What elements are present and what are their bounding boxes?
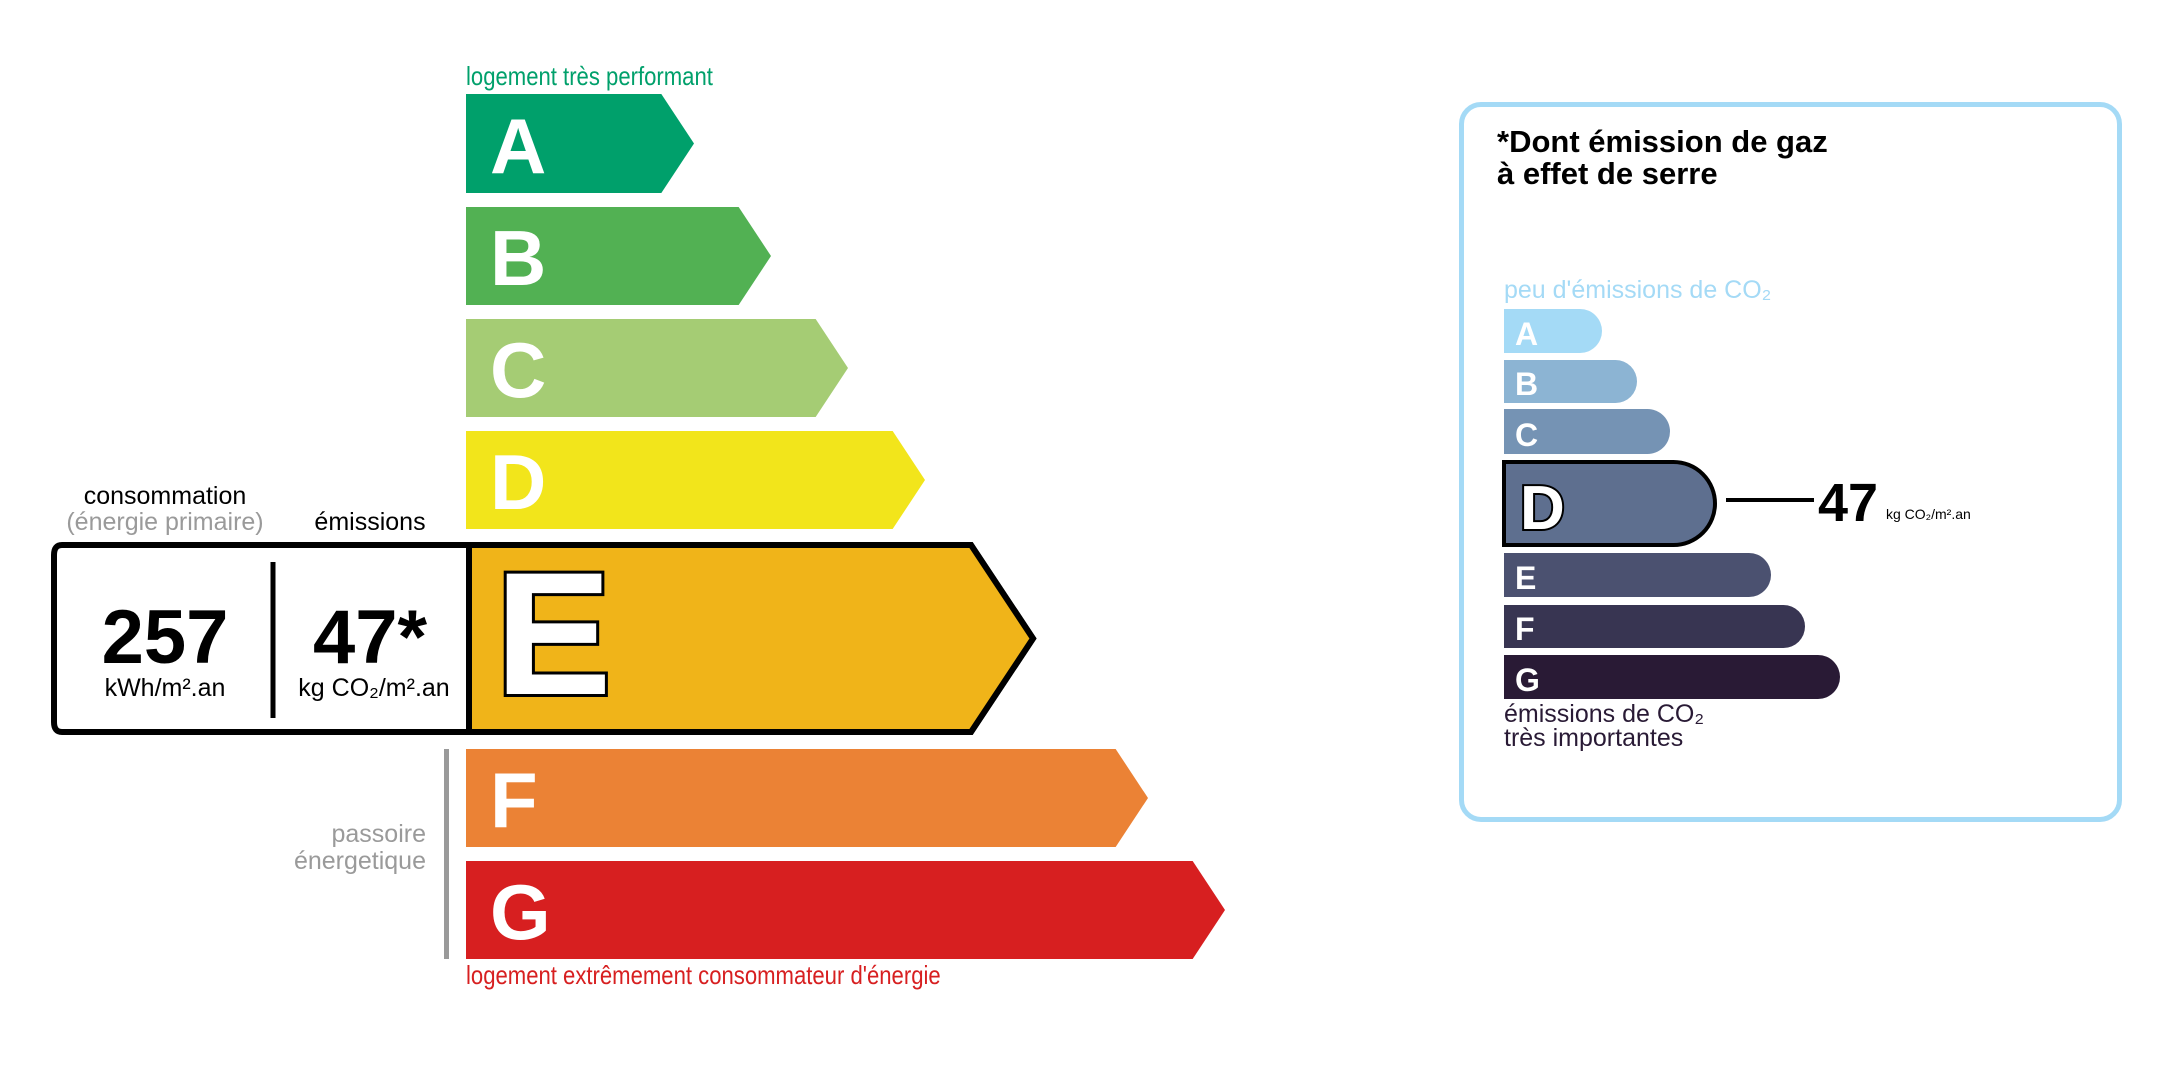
- ges-bar-d: [1502, 460, 1717, 547]
- ges-bottom-label: émissions de CO₂ très importantes: [1504, 700, 1705, 752]
- energy-class-letter: D: [490, 438, 546, 526]
- energy-bar-g: [466, 861, 1225, 959]
- emissions-label: émissions: [314, 508, 426, 536]
- ges-bar-a: [1504, 309, 1602, 353]
- ges-bar-g: [1504, 655, 1840, 699]
- ges-value: 47: [1818, 473, 1879, 533]
- energy-bottom-label: logement extrêmement consommateur d'éner…: [466, 960, 941, 990]
- ges-top-label: peu d'émissions de CO₂: [1504, 276, 1772, 304]
- energy-bar-f: [466, 749, 1148, 847]
- ges-title: *Dont émission de gaz à effet de serre: [1497, 124, 1828, 191]
- ges-unit: kg CO₂/m².an: [1886, 506, 1971, 522]
- ges-class-letter: B: [1515, 366, 1538, 402]
- ges-class-letter: A: [1515, 316, 1538, 352]
- ges-bar-c: [1504, 409, 1670, 454]
- passoire-label: passoire énergetique: [293, 820, 426, 875]
- energy-bar-a: [466, 94, 694, 193]
- ges-panel: [1459, 102, 2122, 822]
- emissions-unit: kg CO₂/m².an: [298, 674, 450, 702]
- energy-class-letter: E: [495, 537, 612, 732]
- consumption-label: consommation: [83, 482, 247, 510]
- consumption-value: 257: [101, 595, 229, 680]
- ges-class-letter: C: [1515, 417, 1538, 453]
- passoire-bracket: [444, 749, 449, 959]
- energy-class-letter: A: [490, 102, 546, 190]
- ges-pointer-line: [1726, 498, 1814, 502]
- ges-class-letter: E: [1515, 560, 1536, 596]
- ges-class-letter: G: [1515, 662, 1540, 698]
- ges-class-letter: F: [1515, 611, 1535, 647]
- ges-class-letter: D: [1520, 474, 1565, 543]
- energy-top-label: logement très performant: [466, 61, 713, 91]
- ges-bar-e: [1504, 553, 1771, 597]
- energy-bar-e: [466, 542, 1037, 735]
- energy-class-letter: C: [490, 326, 546, 414]
- energy-bar-c: [466, 319, 848, 417]
- energy-class-letter: B: [490, 214, 546, 302]
- energy-bar-b: [466, 207, 771, 305]
- emissions-value: 47*: [312, 595, 428, 680]
- energy-bar-d: [466, 431, 925, 529]
- consumption-sub-label: (énergie primaire): [66, 508, 264, 536]
- ges-bar-b: [1504, 360, 1637, 403]
- energy-class-letter: F: [490, 756, 538, 844]
- ges-bar-f: [1504, 605, 1805, 648]
- consumption-unit: kWh/m².an: [104, 674, 226, 702]
- energy-class-letter: G: [490, 868, 551, 956]
